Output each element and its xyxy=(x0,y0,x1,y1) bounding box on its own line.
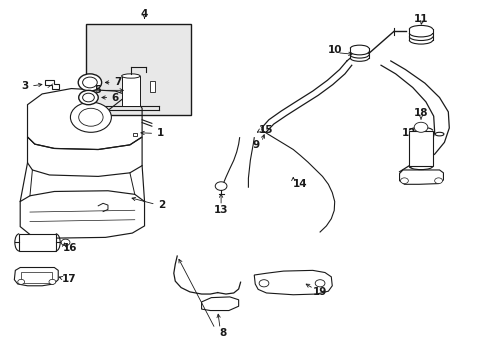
Text: 8: 8 xyxy=(219,328,226,338)
Bar xyxy=(133,133,137,135)
Text: 19: 19 xyxy=(312,287,326,297)
Circle shape xyxy=(78,74,102,91)
Text: 11: 11 xyxy=(413,14,428,24)
Ellipse shape xyxy=(122,74,140,78)
Circle shape xyxy=(79,108,103,126)
Text: 4: 4 xyxy=(141,9,148,19)
Circle shape xyxy=(215,182,226,190)
Bar xyxy=(21,272,52,283)
Circle shape xyxy=(434,178,442,184)
Circle shape xyxy=(18,279,24,284)
Text: 13: 13 xyxy=(213,206,228,216)
Circle shape xyxy=(82,77,97,88)
Text: 14: 14 xyxy=(293,179,307,189)
Circle shape xyxy=(82,93,94,102)
Bar xyxy=(150,81,155,92)
Text: 17: 17 xyxy=(61,274,76,284)
Circle shape xyxy=(79,90,98,105)
Bar xyxy=(408,131,432,166)
Circle shape xyxy=(61,239,70,246)
Text: 9: 9 xyxy=(251,140,259,150)
Circle shape xyxy=(70,102,111,132)
Text: 16: 16 xyxy=(63,243,78,253)
Text: 7: 7 xyxy=(114,77,122,87)
Circle shape xyxy=(315,280,325,287)
Circle shape xyxy=(259,280,268,287)
Text: 1: 1 xyxy=(157,129,163,138)
Text: 10: 10 xyxy=(327,45,341,55)
Circle shape xyxy=(413,122,427,132)
Bar xyxy=(19,234,56,251)
Text: 6: 6 xyxy=(112,93,119,103)
Bar xyxy=(122,76,140,107)
Text: 2: 2 xyxy=(158,200,165,210)
Text: 15: 15 xyxy=(259,125,273,135)
Text: 12: 12 xyxy=(401,129,415,138)
Circle shape xyxy=(400,178,407,184)
Text: 18: 18 xyxy=(413,108,427,118)
Circle shape xyxy=(49,279,56,284)
Text: 3: 3 xyxy=(21,81,29,91)
Ellipse shape xyxy=(84,109,95,114)
Bar xyxy=(86,24,190,116)
Text: 5: 5 xyxy=(94,85,101,95)
